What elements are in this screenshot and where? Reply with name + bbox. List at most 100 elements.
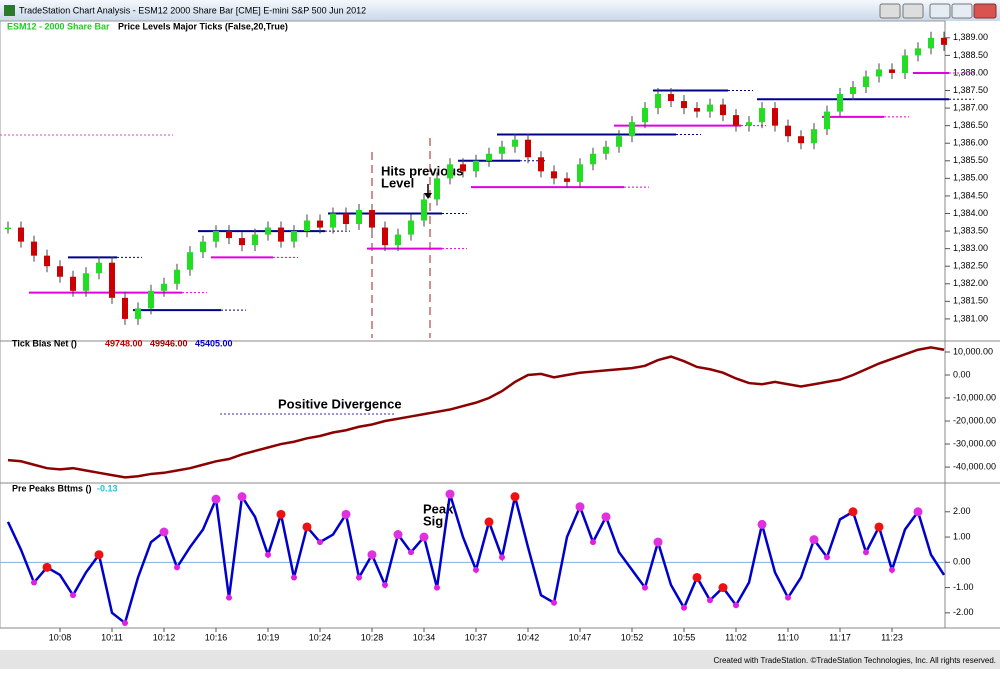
x-tick-label: 11:17 — [829, 632, 851, 642]
candle — [57, 266, 63, 277]
candle — [733, 115, 739, 126]
peak-dot — [445, 489, 455, 499]
trough-dot — [681, 604, 687, 611]
peak-dot — [276, 509, 286, 519]
peak-dot — [575, 502, 585, 512]
candle — [681, 101, 687, 109]
x-tick-label: 11:23 — [881, 632, 903, 642]
candle — [382, 227, 388, 246]
candle — [447, 164, 453, 179]
annotation: Level — [381, 175, 414, 190]
y-tick-label: -10,000.00 — [953, 392, 996, 402]
candle — [759, 108, 765, 123]
candle — [668, 94, 674, 102]
candle — [603, 146, 609, 154]
peak-dot — [510, 492, 520, 502]
candle — [304, 220, 310, 232]
y-tick-label: 1.00 — [953, 531, 971, 541]
y-tick-label: 1,381.50 — [953, 296, 988, 306]
peak-dot — [874, 522, 884, 532]
close-button[interactable] — [973, 3, 997, 19]
candle — [70, 276, 76, 291]
y-tick-label: 1,386.50 — [953, 120, 988, 130]
status-bar — [0, 650, 1000, 669]
peak-dot — [393, 530, 403, 540]
peak-dot — [302, 522, 312, 532]
candle — [837, 94, 843, 112]
y-tick-label: 0.00 — [953, 557, 971, 567]
nav-button[interactable] — [879, 3, 901, 19]
y-tick-label: 1,383.50 — [953, 225, 988, 235]
peak-dot — [718, 583, 728, 593]
candle — [928, 37, 934, 49]
trough-dot — [733, 602, 739, 609]
candle — [590, 153, 596, 165]
x-tick-label: 10:19 — [257, 632, 280, 642]
trough-dot — [31, 579, 37, 586]
candle — [538, 157, 544, 172]
footer-text: Created with TradeStation. ©TradeStation… — [714, 656, 997, 665]
maximize-button[interactable] — [951, 3, 973, 19]
arrow-head — [424, 193, 432, 199]
trough-dot — [408, 549, 414, 556]
x-tick-label: 10:24 — [309, 632, 332, 642]
study-label: Price Levels Major Ticks (False,20,True) — [118, 21, 288, 31]
candle — [187, 252, 193, 270]
candle — [850, 87, 856, 95]
peak-dot — [913, 507, 923, 517]
x-tick-label: 10:08 — [49, 632, 72, 642]
candle — [421, 199, 427, 221]
candle — [408, 220, 414, 235]
peak-dot — [848, 507, 858, 517]
candle — [707, 104, 713, 112]
candle — [746, 122, 752, 126]
y-tick-label: 1,388.50 — [953, 50, 988, 60]
candle — [31, 241, 37, 256]
y-tick-label: 1,386.00 — [953, 138, 988, 148]
trough-dot — [434, 584, 440, 591]
candle — [434, 178, 440, 200]
trough-dot — [785, 594, 791, 601]
app-icon — [4, 5, 15, 16]
candle — [720, 104, 726, 116]
indicator-readout: 49946.00 — [150, 338, 188, 348]
peak-dot — [94, 550, 104, 560]
candle — [473, 160, 479, 172]
candle — [616, 136, 622, 147]
candle — [811, 129, 817, 144]
candle — [44, 255, 50, 267]
candle — [564, 178, 570, 182]
trough-dot — [317, 539, 323, 546]
trough-dot — [590, 539, 596, 546]
annotation: Sig — [423, 513, 443, 528]
candle — [369, 209, 375, 228]
trough-dot — [382, 582, 388, 589]
candle — [499, 146, 505, 154]
candle — [772, 108, 778, 126]
x-tick-label: 11:02 — [725, 632, 747, 642]
peak-dot — [601, 512, 611, 522]
candle — [356, 209, 362, 225]
candle — [5, 227, 11, 230]
y-tick-label: 1,381.00 — [953, 313, 988, 323]
peak-dot — [419, 532, 429, 542]
candle — [551, 171, 557, 179]
candle — [226, 231, 232, 239]
x-tick-label: 11:10 — [777, 632, 799, 642]
candle — [18, 227, 24, 242]
y-tick-label: 1,387.00 — [953, 102, 988, 112]
indicator-label: Pre Peaks Bttms () — [12, 483, 92, 493]
y-tick-label: 1,383.00 — [953, 243, 988, 253]
title-bar — [0, 0, 1000, 21]
trough-dot — [291, 574, 297, 581]
candle — [135, 308, 141, 319]
peak-dot — [367, 550, 377, 560]
candle — [161, 283, 167, 291]
candle — [278, 227, 284, 242]
y-tick-label: 2.00 — [953, 506, 971, 516]
nav-button[interactable] — [902, 3, 924, 19]
candle — [642, 108, 648, 123]
minimize-button[interactable] — [929, 3, 951, 19]
candle — [148, 290, 154, 309]
candle — [655, 94, 661, 109]
